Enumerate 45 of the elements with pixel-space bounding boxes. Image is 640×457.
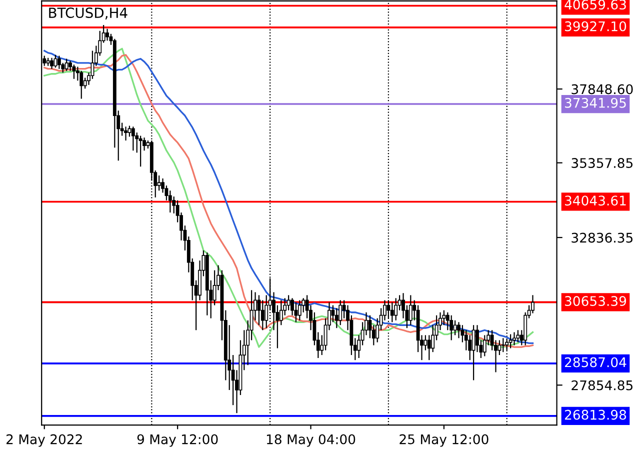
candlestick (394, 298, 398, 321)
chart-title: BTCUSD,H4 (49, 8, 128, 20)
candlestick (512, 332, 516, 346)
y-tick-label: 35357.85 (572, 158, 632, 168)
candlestick (57, 55, 61, 70)
candlestick (457, 322, 460, 339)
ref-line-label: 28587.04 (564, 357, 626, 368)
ref-line-label: 34043.61 (565, 196, 626, 206)
y-tick-label: 37848.60 (572, 84, 633, 94)
candlestick (501, 338, 505, 353)
x-tick-label: 25 May 12:00 (400, 434, 488, 447)
candlestick (64, 58, 68, 72)
candlestick (508, 334, 512, 349)
candlestick (138, 135, 142, 168)
candlestick (442, 310, 446, 326)
candlestick (498, 340, 502, 356)
ref-line-label: 39927.10 (565, 21, 626, 32)
x-tick-label: 2 May 2022 (6, 434, 82, 447)
candlestick (298, 300, 302, 321)
candlestick (157, 174, 161, 192)
candlestick (390, 302, 394, 323)
candlestick (54, 54, 58, 68)
candlestick (424, 334, 428, 351)
candlestick (450, 314, 454, 341)
candlestick (80, 70, 84, 100)
candlestick (131, 126, 135, 152)
candlestick (427, 334, 431, 361)
ref-line-label: 37341.95 (565, 98, 626, 108)
x-tick-label: 18 May 04:00 (266, 434, 356, 447)
candlestick (408, 294, 412, 326)
candlestick (50, 57, 54, 70)
candlestick (72, 64, 76, 80)
ref-line-label: 30653.39 (565, 296, 626, 306)
y-tick-label: 32836.35 (572, 232, 632, 243)
candlestick (106, 28, 109, 42)
candlestick (124, 126, 128, 142)
candlestick (516, 330, 520, 343)
ref-line-label: 40659.63 (564, 0, 626, 10)
y-tick-label: 27854.85 (572, 380, 632, 390)
candlestick (453, 320, 457, 336)
ref-line-label: 26813.98 (564, 410, 626, 420)
x-tick-label: 9 May 12:00 (137, 434, 218, 447)
candlestick (334, 308, 338, 329)
candlestick (338, 300, 342, 326)
candlestick (472, 324, 476, 381)
